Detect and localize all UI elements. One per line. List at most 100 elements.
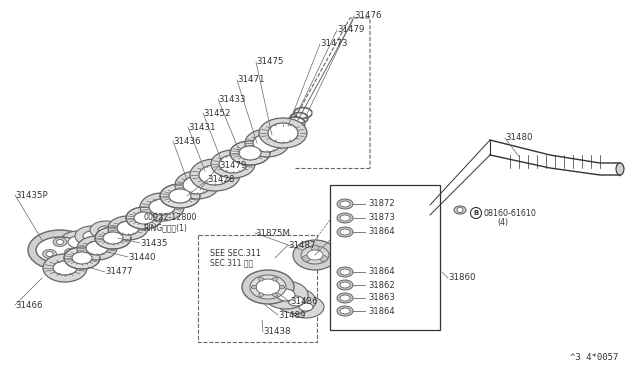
Text: 31440: 31440 [128, 253, 156, 262]
Ellipse shape [126, 207, 162, 229]
Text: 31471: 31471 [237, 76, 264, 84]
Ellipse shape [337, 280, 353, 290]
Ellipse shape [211, 150, 255, 178]
Text: 31476: 31476 [354, 12, 381, 20]
Text: 31486: 31486 [290, 298, 317, 307]
Ellipse shape [337, 267, 353, 277]
Ellipse shape [288, 296, 304, 306]
Ellipse shape [83, 231, 101, 241]
Ellipse shape [239, 146, 261, 160]
Text: SEE SEC.311: SEE SEC.311 [210, 248, 261, 257]
Text: 31475: 31475 [256, 58, 284, 67]
Ellipse shape [340, 282, 350, 288]
Ellipse shape [307, 250, 323, 260]
Ellipse shape [340, 229, 350, 235]
Ellipse shape [190, 159, 240, 191]
Ellipse shape [183, 176, 211, 194]
Text: 31479: 31479 [219, 160, 246, 170]
Ellipse shape [68, 236, 88, 248]
Ellipse shape [68, 250, 75, 255]
Text: 31435P: 31435P [15, 190, 47, 199]
Text: RINGリング(1): RINGリング(1) [143, 224, 187, 232]
Ellipse shape [90, 221, 122, 239]
Text: 31487: 31487 [288, 241, 316, 250]
Text: 31862: 31862 [368, 280, 395, 289]
Ellipse shape [258, 280, 278, 294]
Text: 31872: 31872 [368, 199, 395, 208]
Ellipse shape [60, 231, 96, 253]
Ellipse shape [72, 252, 92, 264]
Ellipse shape [46, 251, 53, 257]
Ellipse shape [616, 163, 624, 175]
Ellipse shape [253, 134, 281, 152]
Text: (4): (4) [497, 218, 508, 228]
Text: 31452: 31452 [203, 109, 230, 118]
Ellipse shape [256, 279, 280, 295]
Ellipse shape [230, 141, 270, 165]
Ellipse shape [273, 293, 278, 296]
Ellipse shape [337, 227, 353, 237]
Ellipse shape [340, 201, 350, 207]
Ellipse shape [299, 303, 313, 311]
Ellipse shape [280, 285, 285, 289]
Ellipse shape [169, 189, 191, 203]
Ellipse shape [140, 193, 184, 221]
Text: 31864: 31864 [368, 267, 395, 276]
Ellipse shape [95, 227, 131, 249]
Ellipse shape [311, 245, 319, 251]
Ellipse shape [337, 199, 353, 209]
Ellipse shape [301, 246, 329, 264]
Bar [330, 185, 440, 330]
Ellipse shape [319, 256, 328, 262]
Ellipse shape [337, 293, 353, 303]
Ellipse shape [108, 216, 148, 240]
Ellipse shape [77, 236, 117, 260]
Text: 31433: 31433 [218, 94, 246, 103]
Text: 31860: 31860 [448, 273, 476, 282]
Text: 31473: 31473 [320, 39, 348, 48]
Ellipse shape [259, 278, 264, 281]
Text: ^3 4*0057: ^3 4*0057 [570, 353, 618, 362]
Text: 31480: 31480 [505, 134, 532, 142]
Ellipse shape [86, 241, 108, 255]
Ellipse shape [36, 237, 84, 263]
Text: 00922-12800: 00922-12800 [143, 214, 196, 222]
Ellipse shape [64, 247, 100, 269]
Text: 08160-61610: 08160-61610 [484, 208, 537, 218]
Ellipse shape [259, 118, 307, 148]
Ellipse shape [288, 296, 324, 318]
Ellipse shape [53, 237, 67, 247]
Text: SEC.311 参照: SEC.311 参照 [210, 259, 253, 267]
Ellipse shape [160, 184, 200, 208]
Text: 31428: 31428 [207, 176, 234, 185]
Ellipse shape [43, 250, 56, 259]
Ellipse shape [134, 212, 154, 224]
Ellipse shape [64, 248, 78, 257]
Ellipse shape [56, 240, 63, 244]
Ellipse shape [340, 295, 350, 301]
Ellipse shape [340, 215, 350, 221]
Ellipse shape [340, 308, 350, 314]
Ellipse shape [252, 285, 257, 289]
Text: 31864: 31864 [368, 307, 395, 315]
Ellipse shape [250, 275, 286, 299]
Ellipse shape [277, 289, 295, 301]
Ellipse shape [307, 250, 323, 260]
Ellipse shape [245, 129, 289, 157]
Ellipse shape [259, 293, 264, 296]
Ellipse shape [175, 171, 219, 199]
Ellipse shape [199, 165, 231, 185]
Ellipse shape [117, 221, 139, 235]
Ellipse shape [28, 230, 92, 270]
Ellipse shape [219, 155, 247, 173]
Ellipse shape [264, 281, 308, 309]
Text: 31431: 31431 [188, 122, 216, 131]
Ellipse shape [454, 206, 466, 214]
Ellipse shape [149, 199, 175, 215]
Text: 31436: 31436 [173, 137, 200, 145]
Ellipse shape [242, 270, 294, 304]
Text: 31435: 31435 [140, 238, 168, 247]
Ellipse shape [103, 232, 123, 244]
Ellipse shape [98, 226, 114, 234]
Text: 31489: 31489 [278, 311, 305, 320]
